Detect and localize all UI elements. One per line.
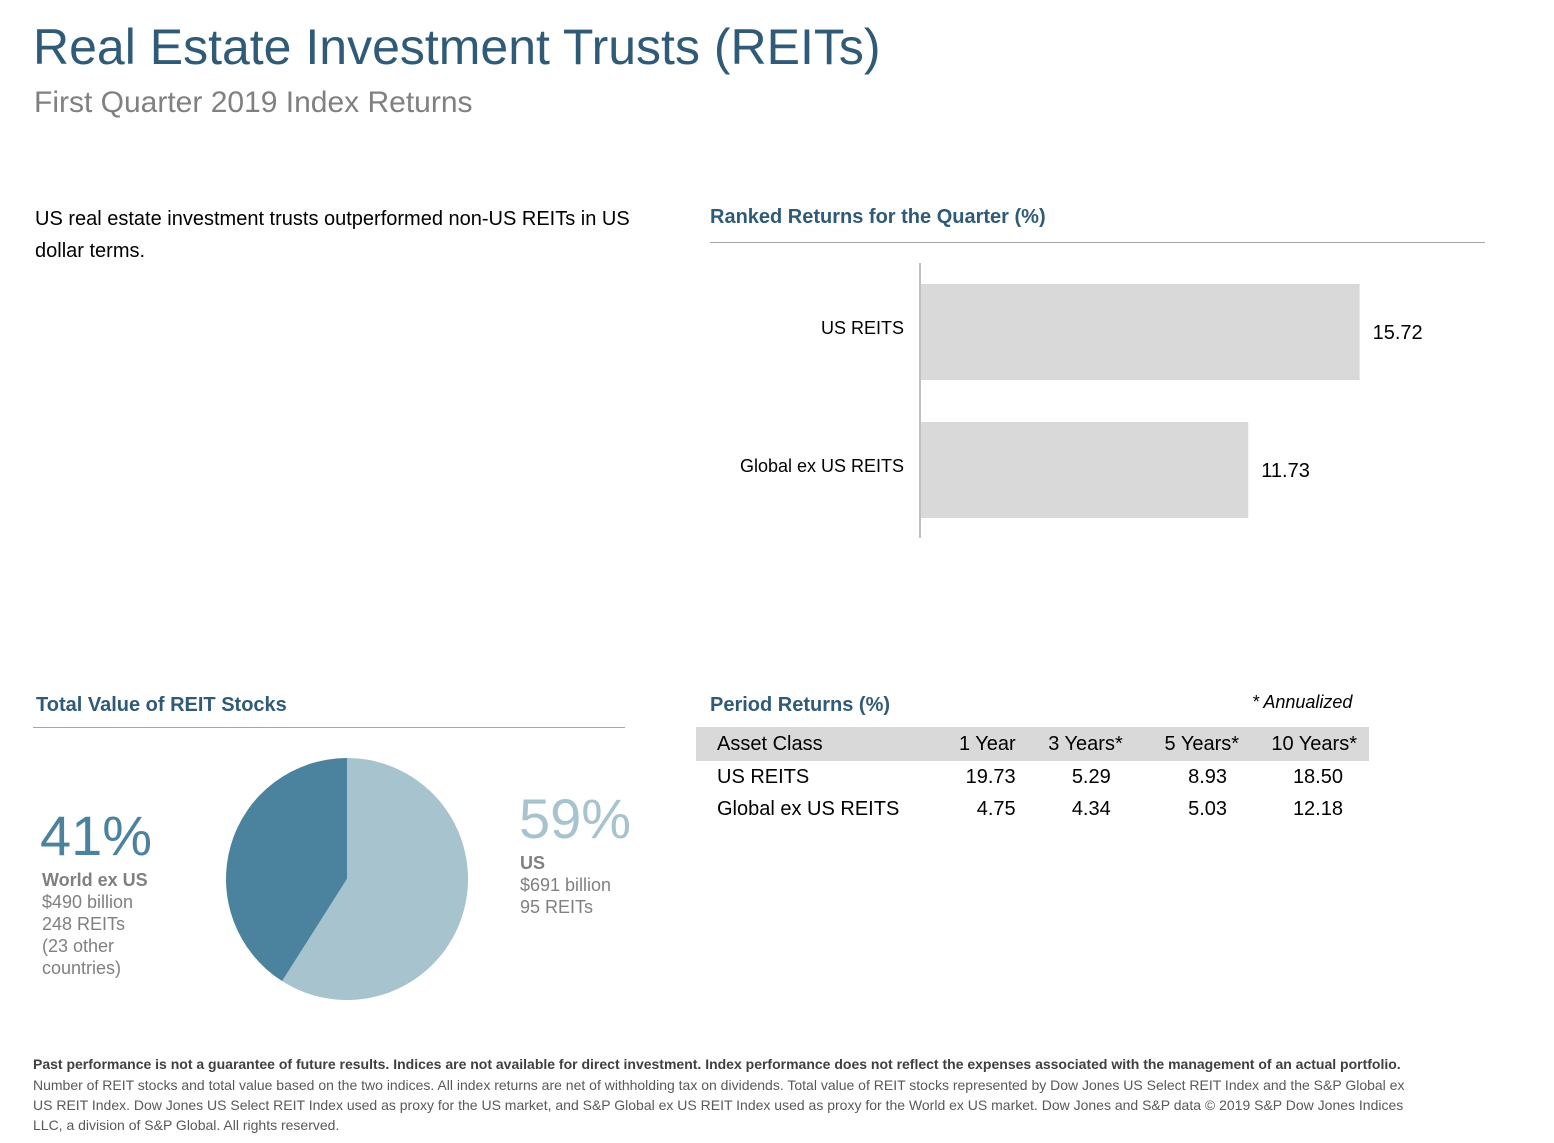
total-value-pie-chart [225, 757, 469, 1006]
column-header-5-years: 5 Years* [1126, 727, 1244, 761]
table-header-row: Asset Class 1 Year 3 Years* 5 Years* 10 … [696, 727, 1369, 761]
bar-category-label: US REITS [821, 318, 904, 338]
total-value-title: Total Value of REIT Stocks [36, 694, 287, 716]
bar-value-label: 11.73 [1261, 460, 1310, 482]
period-returns-table: Asset Class 1 Year 3 Years* 5 Years* 10 … [696, 727, 1369, 825]
column-header-3-years: 3 Years* [1017, 727, 1127, 761]
table-cell-5-years: 5.03 [1188, 797, 1228, 820]
us-label: US [520, 853, 546, 873]
us-percent: 59% [519, 787, 632, 850]
us-details: $691 billion 95 REITs [520, 874, 631, 918]
world-ex-us-details: $490 billion 248 REITs (23 other countri… [42, 891, 162, 979]
world-ex-us-block: 41% World ex US $490 billion 248 REITs (… [40, 808, 162, 979]
table-cell-asset: Global ex US REITS [717, 797, 900, 820]
table-cell-1-year: 4.75 [976, 797, 1016, 820]
page-title: Real Estate Investment Trusts (REITs) [33, 19, 881, 75]
total-value-pie-svg [226, 758, 468, 1000]
table-cell-10-years: 18.50 [1292, 765, 1343, 788]
pie-slice-us [282, 758, 468, 1000]
world-ex-us-note: (23 other countries) [42, 936, 122, 978]
annualized-note: * Annualized [1252, 692, 1353, 712]
us-count: 95 REITs [520, 897, 594, 917]
us-block: 59% US $691 billion 95 REITs [519, 791, 631, 918]
intro-text: US real estate investment trusts outperf… [35, 208, 630, 262]
ranked-returns-svg: US REITS 15.72 Global ex US REITS 11.73 [740, 263, 1423, 538]
footer-disclaimer-text: Number of REIT stocks and total value ba… [33, 1077, 1405, 1133]
bar-1 [921, 422, 1249, 518]
column-header-asset-class: Asset Class [696, 727, 923, 761]
column-header-10-years: 10 Years* [1243, 727, 1369, 761]
world-ex-us-count: 248 REITs [42, 914, 126, 934]
period-returns-title: Period Returns (%) [710, 694, 891, 716]
world-ex-us-label: World ex US [42, 870, 148, 890]
us-value: $691 billion [520, 875, 612, 895]
table-cell-10-years: 12.18 [1292, 797, 1343, 820]
ranked-returns-divider [710, 242, 1485, 243]
page-subtitle: First Quarter 2019 Index Returns [34, 86, 473, 119]
bar-category-label: Global ex US REITS [740, 456, 904, 476]
table-cell-1-year: 19.73 [965, 765, 1016, 788]
table-cell-3-years: 4.34 [1071, 797, 1111, 820]
table-row: Global ex US REITS 4.75 4.34 5.03 12.18 [696, 793, 1369, 825]
bar-value-label: 15.72 [1373, 322, 1423, 344]
footer-disclaimer-bold: Past performance is not a guarantee of f… [33, 1056, 1401, 1072]
total-value-divider [33, 727, 625, 728]
column-header-1-year: 1 Year [922, 727, 1018, 761]
world-ex-us-percent: 41% [40, 804, 153, 867]
table-cell-5-years: 8.93 [1188, 765, 1228, 788]
table-cell-asset: US REITS [717, 765, 810, 788]
table-cell-3-years: 5.29 [1071, 765, 1111, 788]
world-ex-us-value: $490 billion [42, 892, 134, 912]
ranked-returns-title: Ranked Returns for the Quarter (%) [710, 206, 1046, 228]
ranked-returns-chart: US REITS 15.72 Global ex US REITS 11.73 [700, 255, 1490, 550]
pie-slice-world-ex-us [226, 758, 347, 982]
table-row: US REITS 19.73 5.29 8.93 18.50 [696, 761, 1369, 793]
bar-0 [921, 284, 1360, 380]
